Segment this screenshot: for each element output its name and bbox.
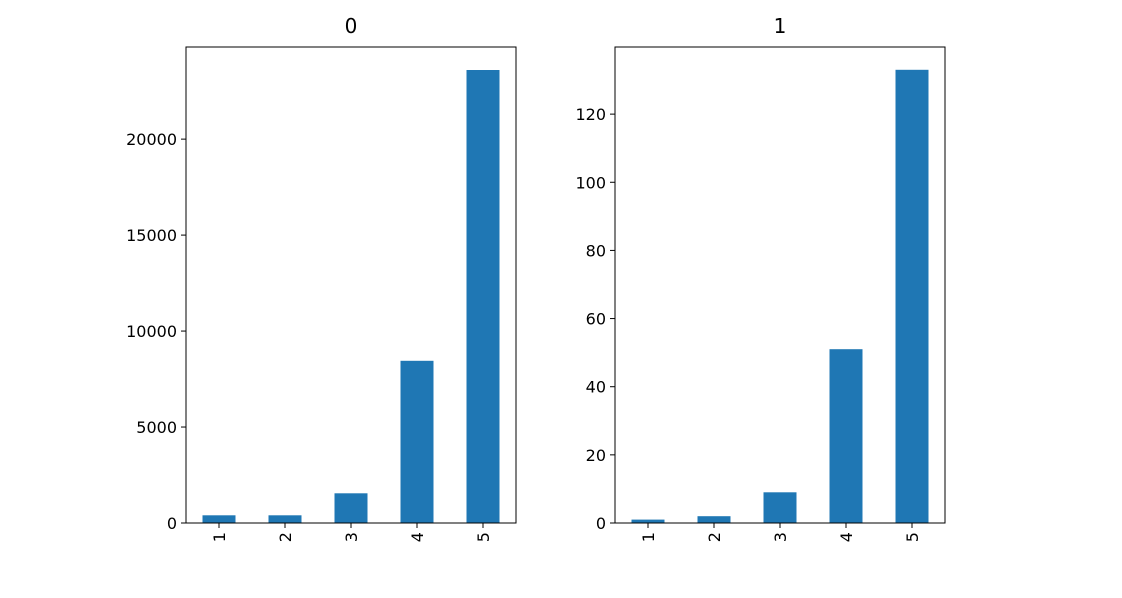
subplot-1-bars xyxy=(631,69,929,524)
bar-3 xyxy=(763,492,797,523)
bar-1 xyxy=(202,515,236,523)
bar-4 xyxy=(829,349,863,523)
subplot-0-title: 0 xyxy=(345,14,358,38)
subplot-1: 1 0 20 40 60 80 100 120 1 2 3 4 5 xyxy=(575,14,946,542)
bar-5 xyxy=(466,70,500,523)
y-tick-label: 120 xyxy=(575,105,606,124)
subplot-0-y-axis: 0 5000 10000 15000 20000 xyxy=(126,130,186,533)
bar-2 xyxy=(268,515,302,523)
y-tick-label: 10000 xyxy=(126,322,177,341)
bar-4 xyxy=(400,360,434,523)
subplot-1-x-axis: 1 2 3 4 5 xyxy=(639,523,922,542)
y-tick-label: 40 xyxy=(586,378,606,397)
subplot-0-bars xyxy=(202,70,500,524)
x-tick-label: 3 xyxy=(342,532,361,542)
x-tick-label: 5 xyxy=(903,532,922,542)
x-tick-label: 4 xyxy=(837,532,856,542)
x-tick-label: 1 xyxy=(639,532,658,542)
subplot-0-x-axis: 1 2 3 4 5 xyxy=(210,523,493,542)
x-tick-label: 5 xyxy=(474,532,493,542)
y-tick-label: 60 xyxy=(586,310,606,329)
x-tick-label: 2 xyxy=(276,532,295,542)
x-tick-label: 3 xyxy=(771,532,790,542)
subplot-0: 0 0 5000 10000 15000 20000 1 2 3 4 5 xyxy=(126,14,517,542)
x-tick-label: 4 xyxy=(408,532,427,542)
bar-5 xyxy=(895,69,929,524)
y-tick-label: 0 xyxy=(596,514,606,533)
y-tick-label: 20000 xyxy=(126,130,177,149)
bar-2 xyxy=(697,516,731,523)
y-tick-label: 100 xyxy=(575,173,606,192)
subplot-1-y-axis: 0 20 40 60 80 100 120 xyxy=(575,105,615,533)
y-tick-label: 15000 xyxy=(126,226,177,245)
y-tick-label: 80 xyxy=(586,241,606,260)
bar-3 xyxy=(334,493,368,524)
y-tick-label: 20 xyxy=(586,446,606,465)
y-tick-label: 0 xyxy=(167,514,177,533)
bar-1 xyxy=(631,519,665,523)
y-tick-label: 5000 xyxy=(136,418,177,437)
x-tick-label: 2 xyxy=(705,532,724,542)
x-tick-label: 1 xyxy=(210,532,229,542)
subplot-1-title: 1 xyxy=(774,14,787,38)
